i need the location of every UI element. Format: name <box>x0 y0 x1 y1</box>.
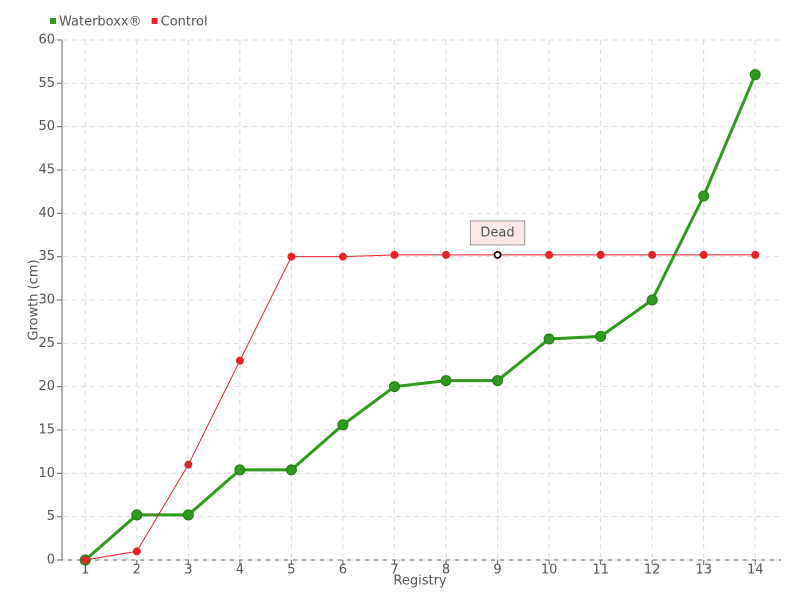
data-point <box>749 69 761 81</box>
x-tick-label: 13 <box>695 563 712 578</box>
y-tick-label: 30 <box>38 293 55 308</box>
y-tick-label: 15 <box>38 423 55 438</box>
data-point <box>390 250 399 259</box>
data-point <box>699 250 708 259</box>
legend-label: Waterboxx® <box>59 15 142 30</box>
y-tick-label: 10 <box>38 466 55 481</box>
data-point <box>182 509 194 521</box>
data-point <box>235 356 244 365</box>
x-tick-label: 4 <box>236 563 244 578</box>
data-point <box>646 294 658 306</box>
data-point <box>545 250 554 259</box>
y-tick-label: 0 <box>47 553 55 568</box>
legend-swatch <box>50 18 56 24</box>
y-tick-label: 40 <box>38 206 55 221</box>
data-point <box>184 460 193 469</box>
y-tick-label: 35 <box>38 249 55 264</box>
y-tick-label: 50 <box>38 119 55 134</box>
data-point <box>648 250 657 259</box>
annotation-marker <box>493 251 502 259</box>
x-tick-label: 11 <box>592 563 609 578</box>
x-tick-label: 7 <box>390 563 398 578</box>
data-point <box>285 464 297 476</box>
data-point <box>338 252 347 261</box>
y-tick-label: 55 <box>38 76 55 91</box>
x-tick-label: 5 <box>287 563 295 578</box>
x-tick-label: 8 <box>442 563 450 578</box>
x-tick-label: 10 <box>541 563 558 578</box>
annotation-box <box>469 220 526 246</box>
x-tick-label: 2 <box>133 563 141 578</box>
y-tick-label: 45 <box>38 163 55 178</box>
x-tick-label: 9 <box>493 563 501 578</box>
data-point <box>337 419 349 431</box>
data-point <box>234 464 246 476</box>
data-point <box>751 250 760 259</box>
data-point <box>442 250 451 259</box>
data-point <box>595 330 607 342</box>
data-point <box>388 381 400 393</box>
x-tick-label: 6 <box>339 563 347 578</box>
series-line <box>84 74 757 562</box>
y-tick-label: 25 <box>38 336 55 351</box>
y-tick-label: 20 <box>38 379 55 394</box>
x-tick-label: 14 <box>747 563 764 578</box>
data-point <box>81 556 90 564</box>
data-point <box>440 375 452 387</box>
x-tick-label: 1 <box>81 563 89 578</box>
y-tick-label: 5 <box>47 509 55 524</box>
x-tick-label: 12 <box>644 563 661 578</box>
legend-label: Control <box>161 15 208 30</box>
y-axis-label: Growth (cm) <box>27 259 42 340</box>
series-line <box>85 254 756 561</box>
data-point <box>596 250 605 259</box>
data-point <box>131 509 143 521</box>
annotation-text: Dead <box>480 225 514 240</box>
data-point <box>287 252 296 261</box>
data-point <box>492 375 504 387</box>
legend-swatch <box>151 18 158 24</box>
y-tick-label: 60 <box>38 33 55 48</box>
x-tick-label: 3 <box>184 563 192 578</box>
data-point <box>543 333 555 345</box>
x-axis-label: Registry <box>393 574 447 589</box>
data-point <box>132 547 141 556</box>
data-point <box>698 190 710 202</box>
